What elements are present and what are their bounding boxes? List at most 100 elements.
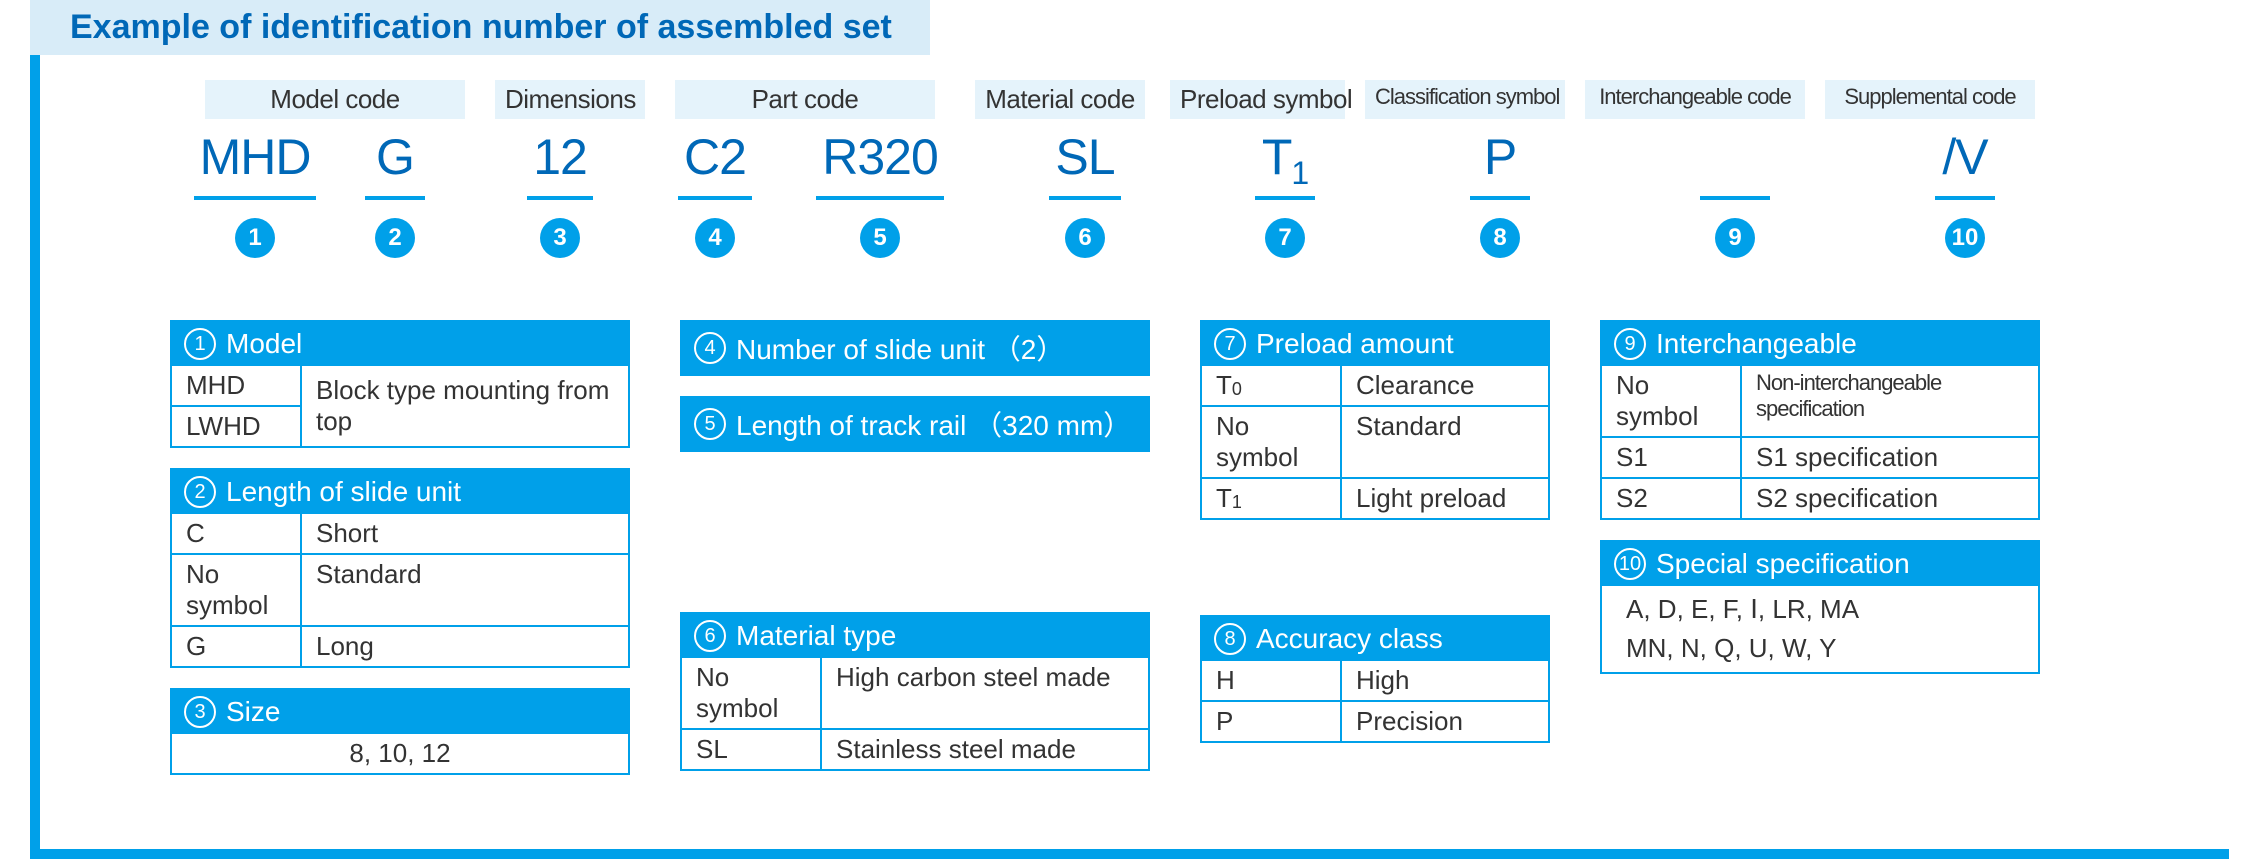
table-material-title: Material type bbox=[736, 620, 896, 652]
table-length-title: Length of slide unit bbox=[226, 476, 461, 508]
cell: High bbox=[1342, 661, 1548, 700]
table-length: 2 Length of slide unit CShort No symbolSt… bbox=[170, 468, 630, 668]
table-interchangeable-title: Interchangeable bbox=[1656, 328, 1857, 360]
part-4-value: C2 bbox=[678, 135, 752, 200]
table-rail-length: 5 Length of track rail （320 mm） bbox=[680, 396, 1150, 452]
part-5: R320 5 bbox=[800, 135, 960, 258]
header-interchangeable-code: Interchangeable code bbox=[1585, 80, 1805, 119]
table-special: 10 Special specification A, D, E, F, Ⅰ, L… bbox=[1600, 540, 2040, 674]
part-3-value: 12 bbox=[527, 135, 593, 200]
table-material: 6Material type No symbolHigh carbon stee… bbox=[680, 612, 1150, 771]
cell: Short bbox=[302, 514, 628, 553]
part-7-value: T1 bbox=[1255, 135, 1315, 200]
cell: Clearance bbox=[1342, 366, 1548, 405]
part-4: C2 4 bbox=[660, 135, 770, 258]
circle-6-icon: 6 bbox=[694, 620, 726, 652]
cell: Stainless steel made bbox=[822, 730, 1148, 769]
header-model-code: Model code bbox=[205, 80, 465, 119]
cell: Standard bbox=[1342, 407, 1548, 477]
cell: P bbox=[1202, 702, 1342, 741]
table-model-r1c1: MHD bbox=[172, 366, 300, 407]
cell: 8, 10, 12 bbox=[172, 734, 628, 773]
cell: Standard bbox=[302, 555, 628, 625]
circle-8-icon: 8 bbox=[1214, 623, 1246, 655]
header-preload-symbol: Preload symbol bbox=[1170, 80, 1345, 119]
cell: H bbox=[1202, 661, 1342, 700]
header-material-code: Material code bbox=[975, 80, 1145, 119]
table-model: 1Model MHD LWHD Block type mounting from… bbox=[170, 320, 630, 448]
header-supplemental-code: Supplemental code bbox=[1825, 80, 2035, 119]
circle-4-icon: 4 bbox=[694, 332, 726, 364]
badge-4: 4 bbox=[695, 218, 735, 258]
table-preload-title: Preload amount bbox=[1256, 328, 1454, 360]
table-accuracy-title: Accuracy class bbox=[1256, 623, 1443, 655]
badge-6: 6 bbox=[1065, 218, 1105, 258]
part-6-value: SL bbox=[1049, 135, 1120, 200]
cell: S2 specification bbox=[1742, 479, 2038, 518]
part-6: SL 6 bbox=[1025, 135, 1145, 258]
column-1: 1Model MHD LWHD Block type mounting from… bbox=[170, 320, 630, 775]
table-rail-length-title: Length of track rail （320 mm） bbox=[736, 404, 1131, 444]
table-special-title: Special specification bbox=[1656, 548, 1910, 580]
circle-7-icon: 7 bbox=[1214, 328, 1246, 360]
column-4: 9 Interchangeable No symbolNon-interchang… bbox=[1600, 320, 2040, 775]
cell: T1 bbox=[1202, 479, 1342, 518]
badge-10: 10 bbox=[1945, 218, 1985, 258]
part-7: T1 7 bbox=[1235, 135, 1335, 258]
column-2: 4 Number of slide unit （2） 5 Length of tra… bbox=[680, 320, 1150, 775]
headers-row: Model code Dimensions Part code Material… bbox=[60, 80, 2219, 119]
part-9: 9 bbox=[1690, 135, 1780, 258]
table-size: 3 Size 8, 10, 12 bbox=[170, 688, 630, 775]
circle-1-icon: 1 bbox=[184, 328, 216, 360]
cell: Non-interchangeable specification bbox=[1742, 366, 2038, 436]
table-accuracy: 8 Accuracy class HHigh PPrecision bbox=[1200, 615, 1550, 743]
circle-5-icon: 5 bbox=[694, 408, 726, 440]
cell: SL bbox=[682, 730, 822, 769]
cell: Precision bbox=[1342, 702, 1548, 741]
cell: C bbox=[172, 514, 302, 553]
circle-2-icon: 2 bbox=[184, 476, 216, 508]
table-size-title: Size bbox=[226, 696, 280, 728]
circle-3-icon: 3 bbox=[184, 696, 216, 728]
circle-10-icon: 10 bbox=[1614, 548, 1646, 580]
cell: MN, N, Q, U, W, Y bbox=[1602, 633, 2038, 672]
part-8: P 8 bbox=[1455, 135, 1545, 258]
badge-8: 8 bbox=[1480, 218, 1520, 258]
table-model-r2c1: LWHD bbox=[172, 407, 300, 446]
part-1-value: MHD bbox=[194, 135, 317, 200]
table-slide-units: 4 Number of slide unit （2） bbox=[680, 320, 1150, 376]
cell: Long bbox=[302, 627, 628, 666]
page-title: Example of identification number of asse… bbox=[30, 0, 930, 55]
cell: No symbol bbox=[172, 555, 302, 625]
part-9-value bbox=[1700, 135, 1770, 200]
part-2: G 2 bbox=[350, 135, 440, 258]
badge-1: 1 bbox=[235, 218, 275, 258]
cell: T0 bbox=[1202, 366, 1342, 405]
cell: High carbon steel made bbox=[822, 658, 1148, 728]
header-classification-symbol: Classification symbol bbox=[1365, 80, 1565, 119]
part-1: MHD 1 bbox=[180, 135, 330, 258]
part-3: 12 3 bbox=[505, 135, 615, 258]
table-preload: 7 Preload amount T0Clearance No symbolSta… bbox=[1200, 320, 1550, 520]
cell: G bbox=[172, 627, 302, 666]
cell: No symbol bbox=[1202, 407, 1342, 477]
parts-row: MHD 1 G 2 12 3 C2 4 R320 5 SL 6 T1 7 P 8… bbox=[60, 135, 2219, 258]
cell: A, D, E, F, Ⅰ, LR, MA bbox=[1602, 586, 2038, 633]
cell: S2 bbox=[1602, 479, 1742, 518]
part-10: /V 10 bbox=[1915, 135, 2015, 258]
header-part-code: Part code bbox=[675, 80, 935, 119]
badge-3: 3 bbox=[540, 218, 580, 258]
part-10-value: /V bbox=[1935, 135, 1995, 200]
part-8-value: P bbox=[1470, 135, 1530, 200]
cell: S1 bbox=[1602, 438, 1742, 477]
table-slide-units-title: Number of slide unit （2） bbox=[736, 328, 1064, 368]
header-dimensions: Dimensions bbox=[495, 80, 645, 119]
circle-9-icon: 9 bbox=[1614, 328, 1646, 360]
cell: No symbol bbox=[1602, 366, 1742, 436]
part-5-value: R320 bbox=[816, 135, 944, 200]
badge-7: 7 bbox=[1265, 218, 1305, 258]
part-2-value: G bbox=[365, 135, 425, 200]
badge-2: 2 bbox=[375, 218, 415, 258]
table-model-merged: Block type mounting from top bbox=[302, 366, 628, 446]
badge-9: 9 bbox=[1715, 218, 1755, 258]
